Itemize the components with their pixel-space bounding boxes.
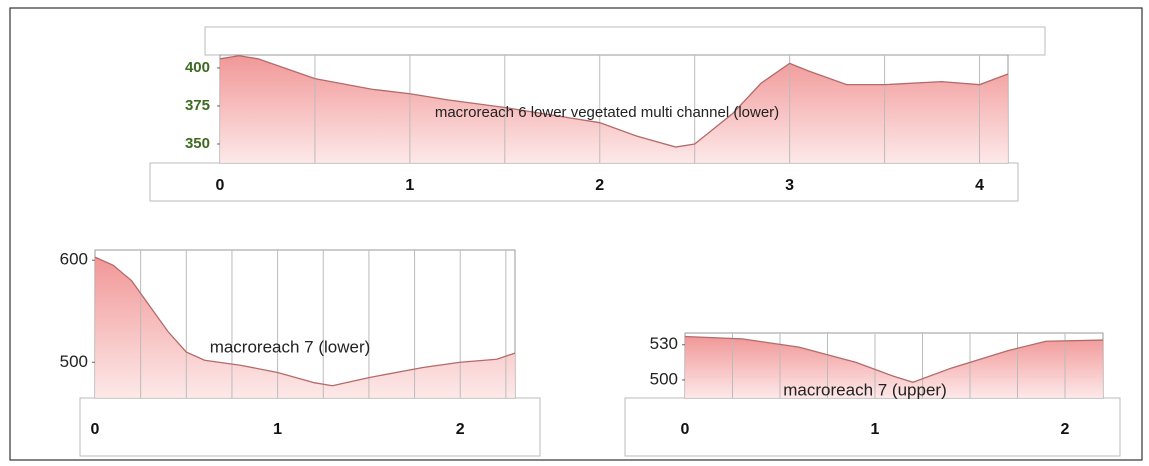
x-tick-label: 3: [785, 177, 794, 194]
axis-box: [149, 162, 1019, 202]
x-tick-label: 2: [595, 177, 604, 194]
axis-box: [79, 397, 541, 457]
y-tick-label: 500: [650, 369, 678, 388]
x-tick-label: 1: [871, 421, 880, 438]
y-tick-label: 530: [650, 334, 678, 353]
y-tick-label: 375: [185, 97, 210, 114]
header-box: [204, 26, 1046, 56]
x-tick-label: 2: [1061, 421, 1070, 438]
area-fill: [685, 336, 1103, 398]
profile-line: [219, 55, 1009, 148]
x-tick-label: 1: [273, 421, 282, 438]
y-tick-label: 350: [185, 135, 210, 152]
y-tick-label: 400: [185, 59, 210, 76]
x-tick-label: 0: [681, 421, 690, 438]
chart-title: macroreach 7 (upper): [783, 380, 946, 399]
chart-title: macroreach 7 (lower): [210, 337, 371, 356]
x-tick-label: 4: [975, 177, 984, 194]
y-tick-label: 500: [60, 352, 88, 371]
area-fill: [95, 257, 515, 398]
x-tick-label: 0: [216, 177, 225, 194]
x-tick-label: 0: [91, 421, 100, 438]
profile-line: [684, 335, 1104, 383]
x-tick-label: 2: [456, 421, 465, 438]
x-tick-label: 1: [405, 177, 414, 194]
area-fill: [220, 55, 1008, 164]
y-tick-label: 600: [60, 250, 88, 269]
frame: [9, 7, 1143, 461]
profile-line: [94, 256, 516, 387]
chart-title: macroreach 6 lower vegetated multi chann…: [435, 104, 779, 121]
